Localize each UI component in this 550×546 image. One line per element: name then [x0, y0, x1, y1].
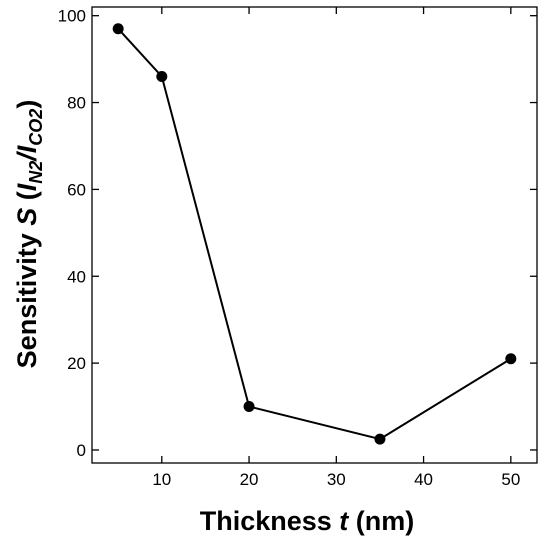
data-point [156, 70, 168, 82]
x-axis-title-unit: (nm) [348, 506, 414, 536]
data-point [243, 401, 255, 413]
y-axis-title-variable: S [12, 208, 42, 226]
data-point [374, 433, 386, 445]
x-tick-label: 30 [327, 470, 346, 489]
x-axis-title: Thickness t (nm) [200, 506, 415, 536]
data-point [112, 23, 124, 35]
x-tick-label: 20 [240, 470, 259, 489]
y-tick-label: 100 [58, 7, 86, 26]
x-tick-label: 10 [152, 470, 171, 489]
y-tick-label: 20 [67, 354, 86, 373]
y-tick-label: 80 [67, 94, 86, 113]
y-axis-title-numerator-sub: N2 [26, 161, 46, 184]
plot-frame [91, 6, 538, 464]
y-axis-title: Sensitivity S (IN2/ICO2) [12, 100, 46, 369]
y-axis-title-slash: / [12, 151, 42, 162]
series-layer [112, 23, 517, 445]
y-axis-ticks: 0 20 40 60 80 100 [58, 7, 537, 460]
x-tick-label: 40 [414, 470, 433, 489]
y-axis-title-open: ( [12, 191, 42, 208]
plot-area-border [91, 6, 538, 464]
y-tick-label: 40 [67, 267, 86, 286]
y-axis-title-numerator: I [12, 183, 42, 191]
y-tick-label: 60 [67, 180, 86, 199]
y-axis-title-denominator-sub: CO2 [26, 109, 46, 146]
y-axis-title-close: ) [12, 100, 42, 109]
x-tick-label: 50 [501, 470, 520, 489]
y-axis-title-prefix: Sensitivity [12, 226, 42, 369]
series-line [117, 28, 512, 441]
y-tick-label: 0 [77, 441, 86, 460]
x-axis-title-prefix: Thickness [200, 506, 340, 536]
data-point [505, 353, 517, 365]
x-axis-ticks: 10 20 30 40 50 [152, 7, 520, 489]
x-axis-title-variable: t [339, 506, 349, 536]
y-axis-title-denominator: I [12, 145, 42, 153]
